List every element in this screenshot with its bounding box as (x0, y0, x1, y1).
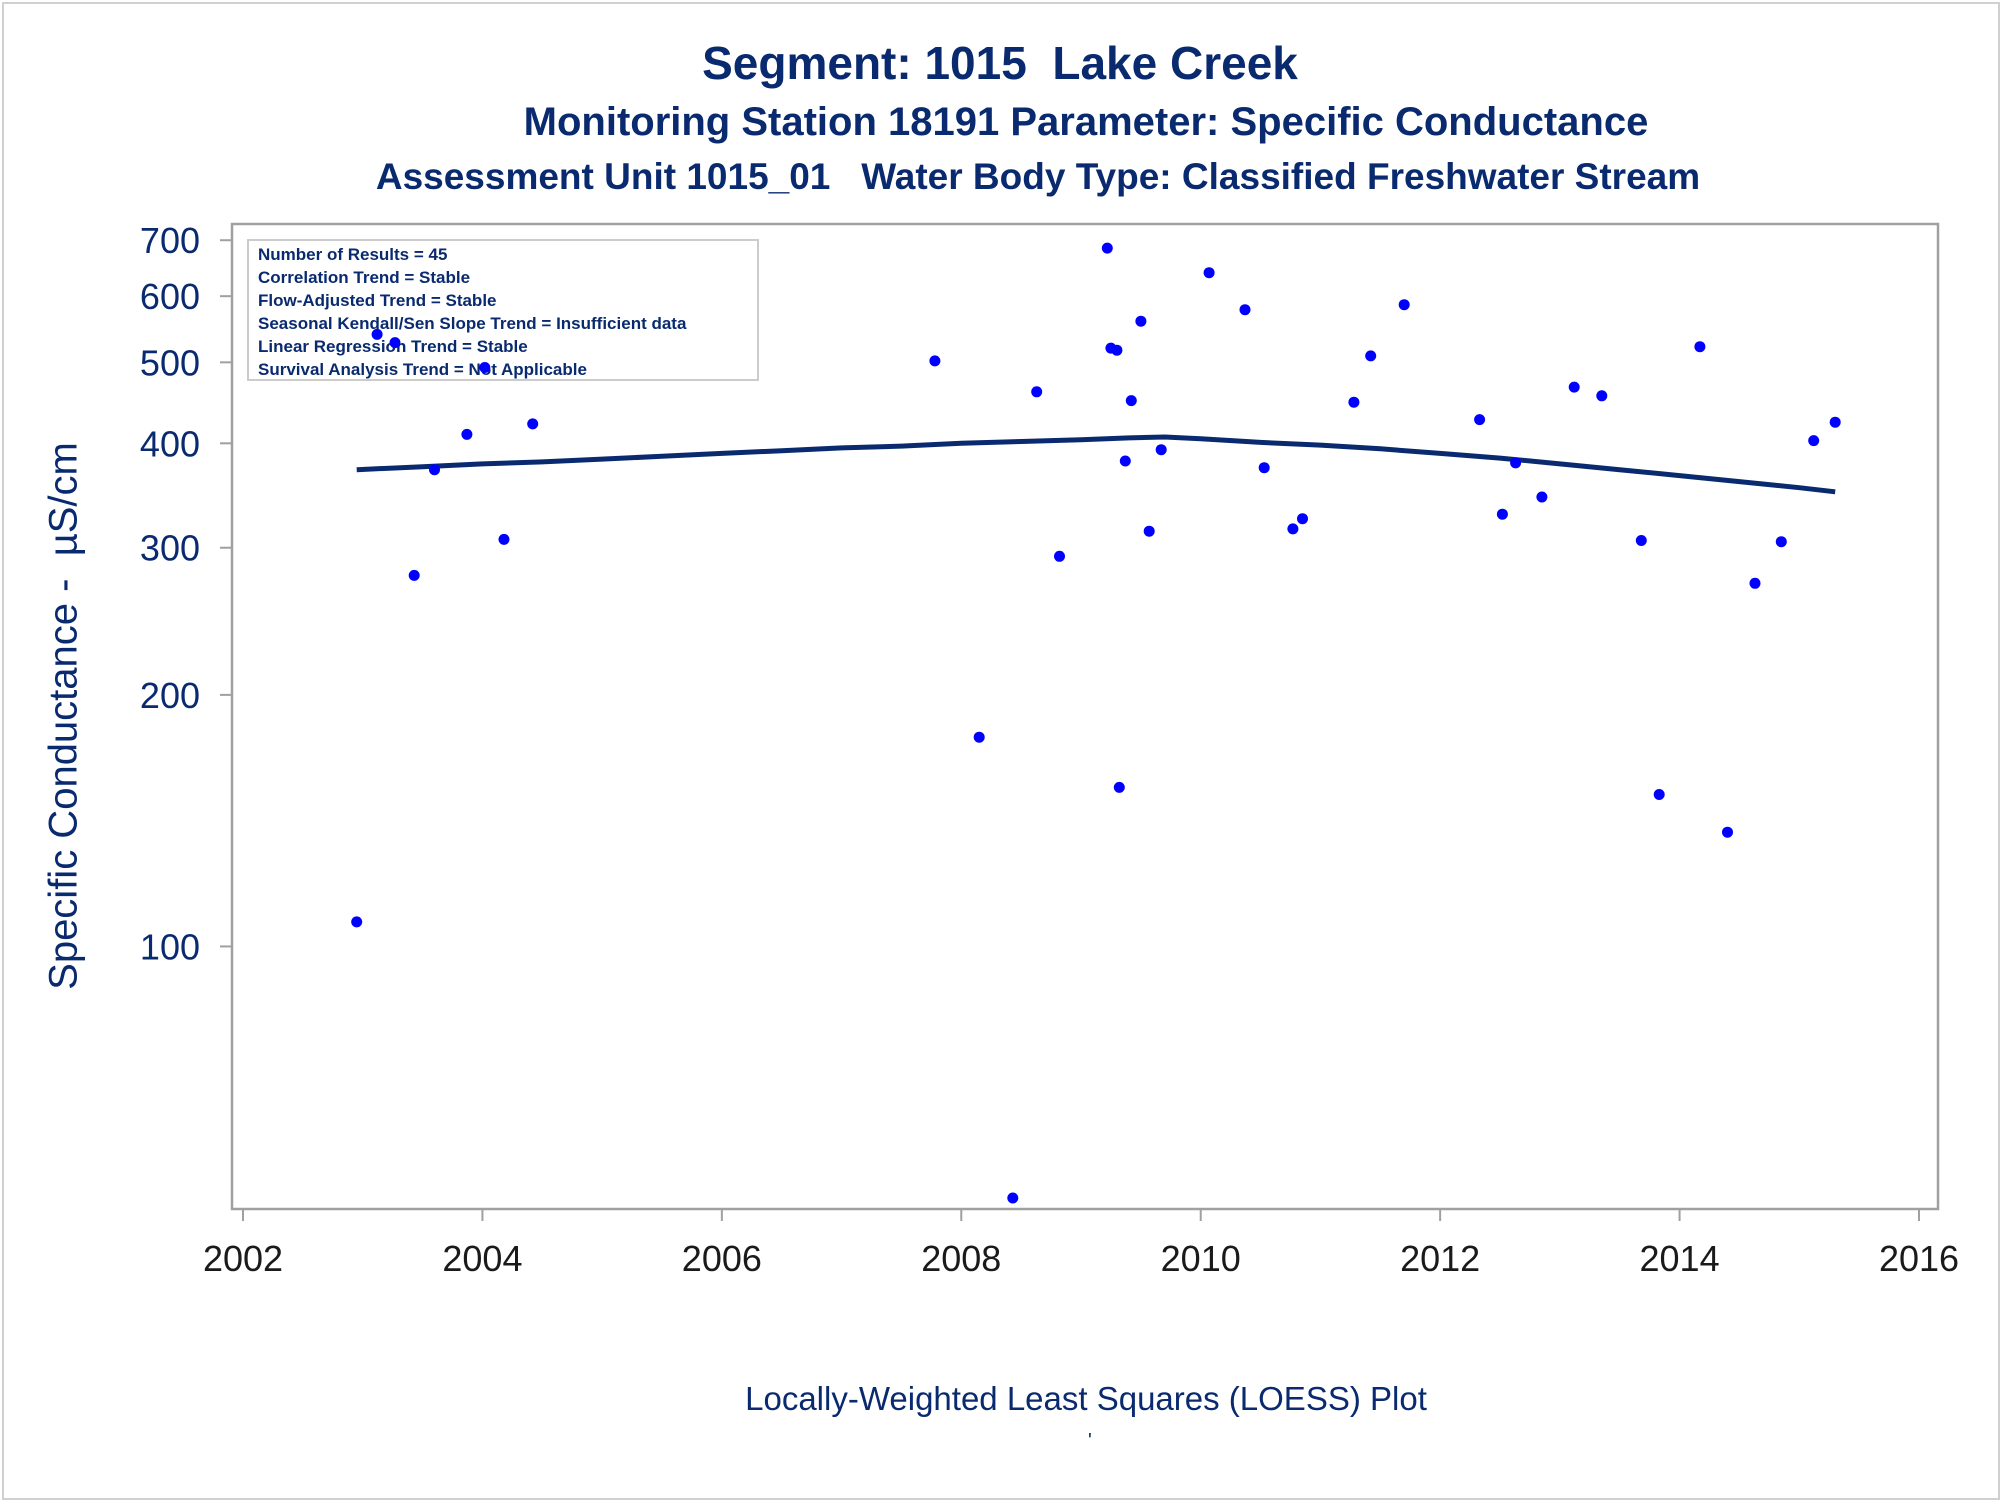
y-tick-label: 300 (140, 528, 200, 569)
legend-box: Number of Results = 45 Correlation Trend … (247, 239, 759, 381)
footnote-mark: ' (1088, 1430, 1092, 1452)
data-point (1653, 789, 1665, 800)
data-point (1135, 315, 1147, 327)
data-point (1635, 535, 1647, 546)
legend-entry: Seasonal Kendall/Sen Slope Trend = Insuf… (258, 314, 687, 333)
data-point (929, 355, 941, 367)
data-point (1398, 299, 1410, 311)
legend-entry: Survival Analysis Trend = Not Applicable (258, 360, 587, 379)
data-point (429, 464, 440, 476)
data-point (1155, 444, 1167, 456)
footnote: Locally-Weighted Least Squares (LOESS) P… (745, 1380, 1427, 1417)
chart-title: Segment: 1015 Lake Creek (702, 37, 1298, 89)
x-tick-label: 2004 (442, 1238, 522, 1279)
plot-area (230, 222, 1940, 1211)
data-point (527, 418, 539, 430)
data-point (1808, 435, 1820, 447)
data-point (1203, 267, 1215, 279)
data-point (1239, 304, 1251, 316)
data-point (1125, 395, 1137, 407)
legend-entry: Correlation Trend = Stable (258, 268, 470, 287)
data-point (389, 337, 401, 349)
legend-entry: Number of Results = 45 (258, 245, 447, 264)
data-point (1054, 550, 1065, 562)
data-point (1596, 390, 1608, 402)
data-point (1111, 344, 1123, 356)
data-point (479, 362, 491, 373)
x-tick-label: 2014 (1640, 1238, 1720, 1279)
data-point (1119, 455, 1131, 467)
y-tick-label: 200 (140, 675, 200, 716)
data-point (461, 428, 473, 440)
data-point (1474, 414, 1486, 426)
y-tick-label: 500 (140, 342, 200, 383)
y-tick-label: 400 (140, 423, 200, 464)
y-tick-label: 100 (140, 926, 200, 967)
y-tick-label: 700 (140, 220, 200, 261)
data-point (1694, 341, 1706, 353)
data-point (1775, 536, 1787, 548)
data-point (498, 533, 510, 545)
x-tick-label: 2012 (1400, 1238, 1480, 1279)
chart-subtitle-station: Monitoring Station 18191 Parameter: Spec… (523, 100, 1649, 144)
data-point (1101, 242, 1113, 254)
legend-border (247, 239, 759, 381)
x-tick-label: 2002 (203, 1238, 283, 1279)
x-tick-label: 2006 (682, 1238, 762, 1279)
data-point (1287, 523, 1299, 535)
data-point (1031, 386, 1043, 398)
x-tick-label: 2008 (921, 1238, 1001, 1279)
x-tick-label: 2016 (1879, 1238, 1959, 1279)
data-point (1348, 396, 1360, 408)
data-point (1365, 350, 1377, 362)
data-point (1510, 457, 1522, 469)
data-point (1496, 508, 1508, 520)
chart-subtitle-assessment: Assessment Unit 1015_01 Water Body Type:… (375, 156, 1701, 197)
data-point (1749, 577, 1761, 589)
data-point (1536, 491, 1548, 503)
loess-line (356, 434, 1836, 495)
x-tick-label: 2010 (1161, 1238, 1241, 1279)
legend-entry: Flow-Adjusted Trend = Stable (258, 291, 497, 310)
data-point (1113, 781, 1125, 793)
data-point (1007, 1192, 1019, 1204)
data-point (1297, 513, 1308, 525)
data-point (351, 916, 363, 928)
data-point (1568, 381, 1580, 393)
data-point (973, 731, 985, 743)
data-point (1143, 525, 1155, 537)
data-point (371, 328, 383, 340)
data-point (1258, 462, 1270, 474)
data-point (1722, 826, 1733, 838)
data-point (1829, 416, 1841, 428)
data-point (408, 569, 420, 581)
y-tick-label: 600 (140, 276, 200, 317)
